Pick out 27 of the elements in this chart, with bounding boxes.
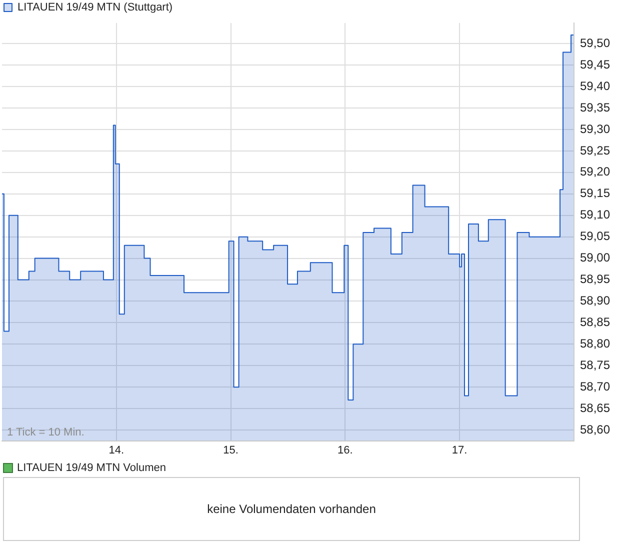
y-tick-label: 59,05: [580, 229, 610, 244]
y-tick-label: 58,95: [580, 272, 610, 286]
y-tick-label: 59,20: [580, 164, 610, 179]
y-tick-label: 59,00: [580, 250, 610, 265]
y-tick-label: 59,45: [580, 57, 610, 72]
y-tick-label: 59,10: [580, 208, 610, 222]
y-tick-label: 59,25: [580, 143, 610, 158]
x-tick-label: 16.: [338, 444, 353, 456]
y-tick-label: 59,30: [580, 122, 610, 136]
y-tick-label: 59,40: [580, 78, 610, 93]
y-tick-label: 58,65: [580, 400, 610, 415]
y-tick-label: 58,70: [580, 379, 610, 394]
x-tick-label: 17.: [452, 444, 468, 456]
legend-label: LITAUEN 19/49 MTN (Stuttgart): [18, 2, 173, 14]
text: LITAUEN 19/49 MTN Volumen: [17, 462, 166, 474]
y-tick-label: 58,75: [580, 358, 610, 372]
y-tick-label: 58,80: [580, 336, 610, 350]
y-tick-label: 59,50: [580, 36, 610, 50]
y-tick-label: 58,85: [580, 315, 610, 330]
y-tick-label: 59,35: [580, 100, 610, 114]
y-tick-label: 58,90: [580, 294, 610, 308]
y-tick-label: 59,15: [580, 186, 610, 200]
y-tick-label: 58,60: [580, 422, 610, 436]
x-tick-label: 15.: [223, 444, 238, 456]
annotation: 1 Tick = 10 Min.: [7, 426, 84, 438]
text: keine Volumendaten vorhanden: [207, 502, 376, 516]
x-tick-label: 14.: [108, 444, 124, 456]
